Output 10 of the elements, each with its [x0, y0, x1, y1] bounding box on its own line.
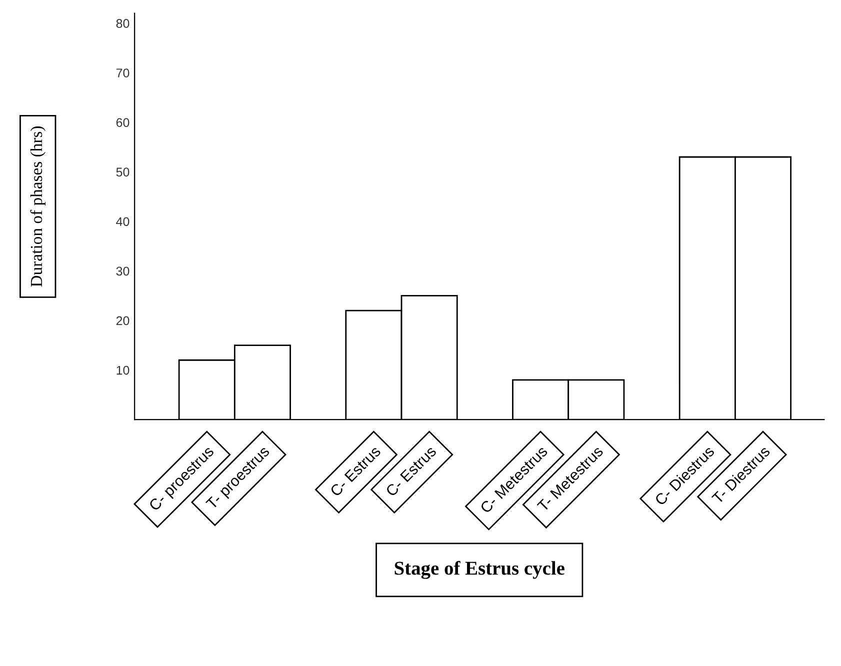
y-tick-label: 30	[116, 266, 130, 276]
y-tick-label: 50	[116, 168, 130, 177]
y-tick-label: 60	[116, 118, 130, 127]
y-axis-title: Duration of phases (hrs)	[30, 126, 46, 287]
x-axis-title: Stage of Estrus cycle	[394, 560, 564, 579]
y-tick-label: 10	[116, 366, 130, 375]
y-tick-label: 40	[116, 217, 130, 226]
y-tick-label: 20	[116, 316, 130, 326]
y-tick-label: 70	[116, 68, 130, 78]
y-tick-label: 80	[116, 19, 130, 28]
